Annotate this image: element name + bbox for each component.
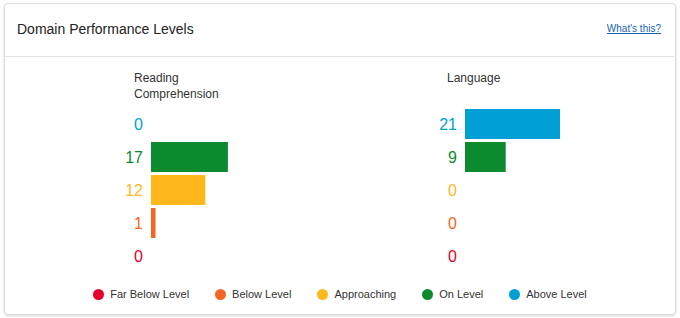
- html-text:Domain Performance Levels: Domain Performance Levels: [17, 21, 194, 37]
- svg-text:0: 0: [134, 248, 143, 265]
- html-text:Above Level: Above Level: [526, 288, 587, 300]
- svg-text:9: 9: [448, 149, 457, 166]
- html-text:What's this?: What's this?: [606, 23, 661, 34]
- html-text:Below Level: Below Level: [232, 288, 292, 300]
- html-text:Far Below Level: Far Below Level: [110, 288, 190, 300]
- html-text:On Level: On Level: [439, 288, 484, 300]
- svg-text:0: 0: [448, 215, 457, 232]
- svg-text:0: 0: [448, 182, 457, 199]
- html-text:Reading Comprehension: Reading Comprehension: [134, 71, 219, 101]
- svg-text:21: 21: [439, 116, 457, 133]
- html-text:Language: Language: [447, 71, 501, 85]
- svg-text:17: 17: [125, 149, 143, 166]
- svg-text:1: 1: [134, 215, 143, 232]
- svg-text:0: 0: [448, 248, 457, 265]
- svg-text:0: 0: [134, 116, 143, 133]
- html-text:Approaching: Approaching: [334, 288, 397, 300]
- svg-text:12: 12: [125, 182, 143, 199]
